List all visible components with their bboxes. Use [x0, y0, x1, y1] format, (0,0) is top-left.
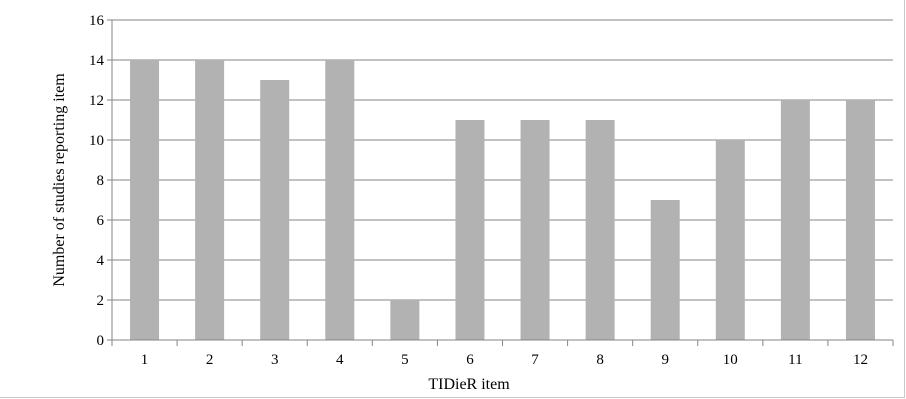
- bar: [715, 140, 745, 340]
- x-tick-label: 11: [788, 352, 802, 368]
- x-tick-label: 2: [206, 352, 214, 368]
- y-tick-label: 2: [97, 293, 105, 309]
- x-tick-label: 4: [336, 352, 344, 368]
- bars: [130, 60, 875, 340]
- y-axis-title: Number of studies reporting item: [51, 73, 68, 287]
- y-tick-label: 6: [97, 213, 105, 229]
- x-tick-label: 9: [661, 352, 669, 368]
- y-tick-label: 14: [89, 53, 105, 69]
- axes: [107, 19, 894, 346]
- bar: [325, 60, 355, 340]
- y-tick-label: 4: [97, 253, 105, 269]
- bar: [390, 300, 420, 340]
- gridlines: [112, 19, 893, 301]
- x-tick-label: 10: [723, 352, 738, 368]
- x-tick-label: 6: [466, 352, 474, 368]
- y-tick-labels: 0 2 4 6 8 10 12 14 16: [89, 13, 105, 349]
- bar: [520, 120, 550, 340]
- x-tick-label: 1: [141, 352, 149, 368]
- x-axis-title: TIDieR item: [428, 376, 510, 393]
- bar: [585, 120, 615, 340]
- bar: [455, 120, 485, 340]
- x-tick-label: 12: [853, 352, 868, 368]
- bar: [650, 200, 680, 340]
- y-tick-label: 8: [97, 173, 105, 189]
- x-tick-labels: 1 2 3 4 5 6 7 8 9 10 11 12: [141, 352, 868, 368]
- bar: [195, 60, 225, 340]
- x-tick-label: 5: [401, 352, 409, 368]
- y-tick-label: 0: [97, 333, 105, 349]
- bar: [780, 100, 810, 340]
- bar: [130, 60, 160, 340]
- y-tick-label: 16: [89, 13, 105, 29]
- bar: [260, 80, 290, 340]
- y-tick-label: 12: [89, 93, 104, 109]
- x-tick-label: 3: [271, 352, 279, 368]
- y-tick-label: 10: [89, 133, 104, 149]
- bar: [845, 100, 875, 340]
- x-tick-label: 7: [531, 352, 539, 368]
- x-tick-label: 8: [596, 352, 604, 368]
